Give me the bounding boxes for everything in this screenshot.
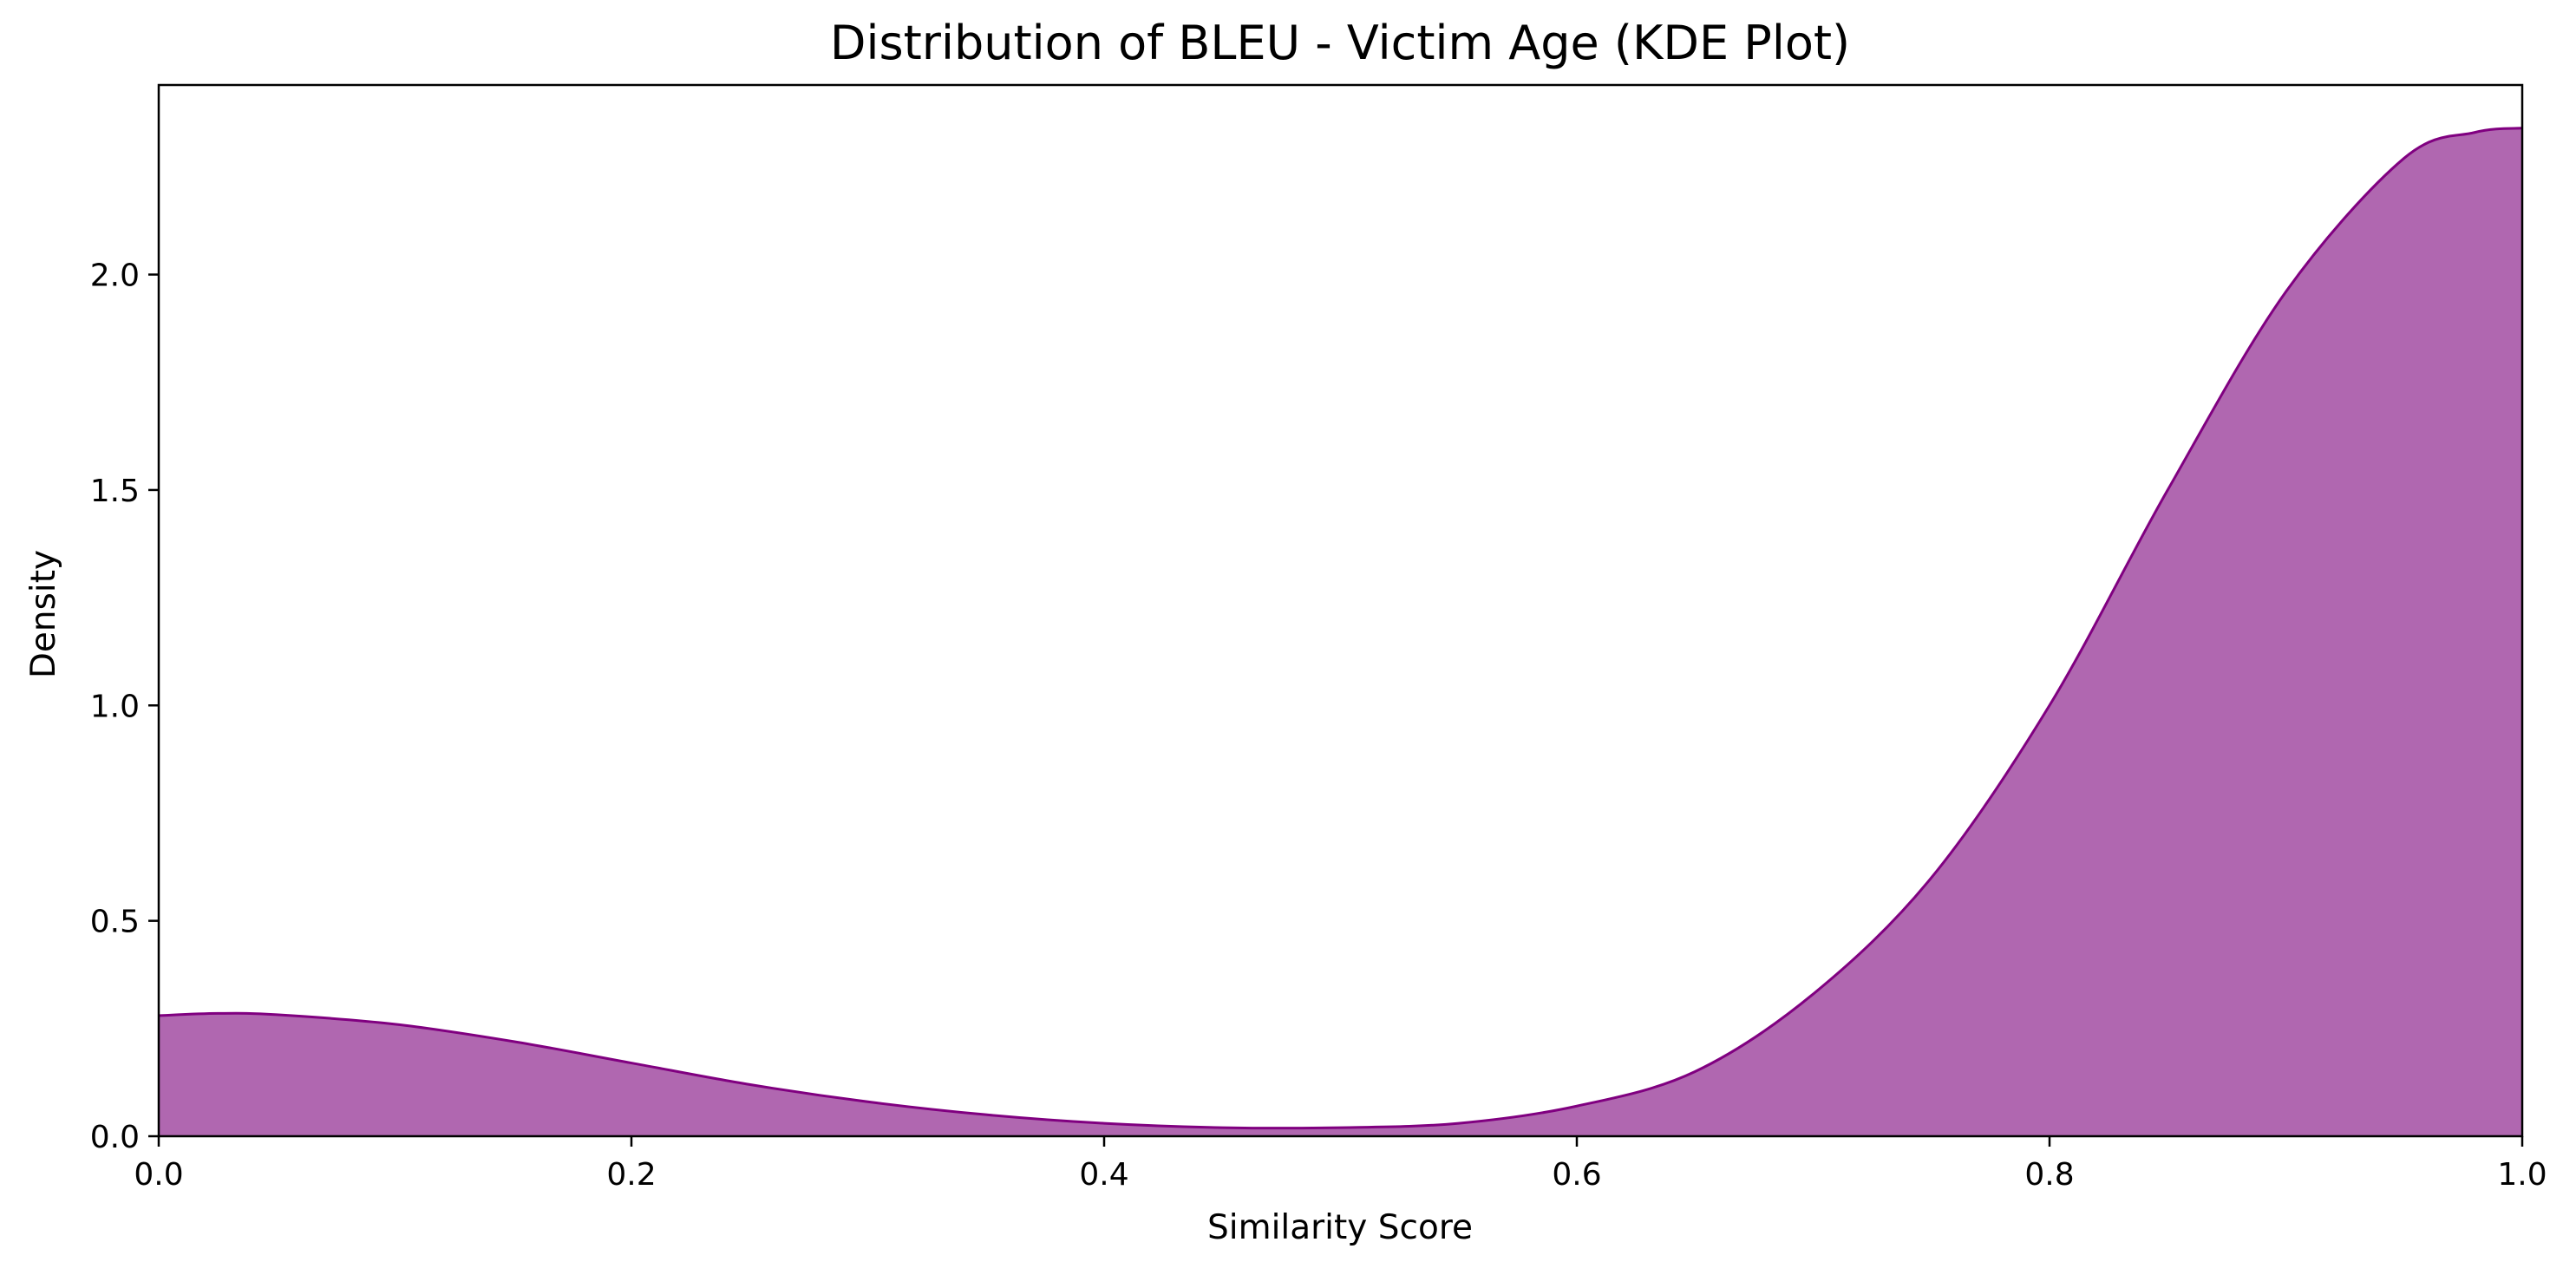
y-tick-label: 1.5 xyxy=(90,474,140,509)
x-tick-label: 1.0 xyxy=(2497,1157,2547,1193)
y-tick-label: 0.0 xyxy=(90,1120,140,1155)
x-tick-label: 0.4 xyxy=(1079,1157,1128,1193)
x-axis-label: Similarity Score xyxy=(1207,1208,1473,1247)
x-tick-label: 0.2 xyxy=(606,1157,656,1193)
chart-title: Distribution of BLEU - Victim Age (KDE P… xyxy=(830,16,1850,70)
y-axis-label: Density xyxy=(24,550,63,678)
plot-area xyxy=(158,127,2523,1137)
axes: 0.0 0.2 0.4 0.6 0.8 1.0 0.0 0.5 1.0 1.5 2.0 xyxy=(90,83,2547,1193)
y-tick-label: 0.5 xyxy=(90,905,140,940)
x-tick-label: 0.6 xyxy=(1552,1157,1601,1193)
y-tick-label: 1.0 xyxy=(90,689,140,724)
plot-frame xyxy=(157,83,2524,1138)
kde-area-fill xyxy=(159,128,2522,1137)
x-tick-label: 0.0 xyxy=(134,1157,183,1193)
kde-curve-line xyxy=(158,127,2523,1130)
x-tick-label: 0.8 xyxy=(2024,1157,2074,1193)
y-tick-label: 2.0 xyxy=(90,258,140,294)
